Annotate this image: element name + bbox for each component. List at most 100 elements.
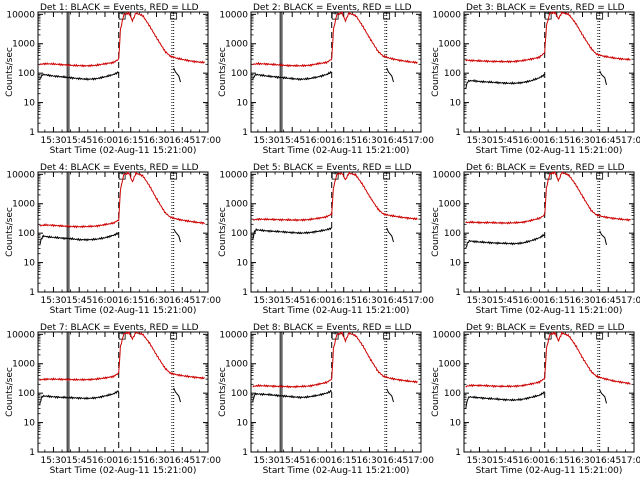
panel-title: Det 6: BLACK = Events, RED = LLD: [466, 163, 625, 173]
series-events: [252, 389, 333, 403]
y-tick-label: 10000: [6, 10, 35, 20]
flag-marker: [383, 12, 391, 20]
y-tick-label: 100: [444, 229, 461, 239]
y-axis-label: Counts/sec: [431, 47, 441, 97]
plot-frame: [37, 171, 209, 293]
y-tick-label: 1: [455, 128, 461, 138]
detector-panel-2: Det 2: BLACK = Events, RED = LLD 1 10 100 10…: [218, 3, 434, 156]
flag-marker: [331, 12, 339, 20]
y-tick-label: 100: [231, 229, 248, 239]
detector-panel-7: Det 7: BLACK = Events, RED = LLD 1 10 100 10…: [5, 323, 221, 476]
y-tick-label: 10000: [432, 10, 461, 20]
y-tick-label: 1000: [225, 40, 248, 50]
x-tick-label: 17:00: [195, 296, 221, 306]
x-tick-label: 15:30: [466, 136, 492, 146]
series-events-tail: [173, 67, 181, 83]
y-tick-label: 10000: [219, 170, 248, 180]
x-tick-label: 16:15: [118, 136, 144, 146]
x-tick-label: 16:45: [382, 136, 408, 146]
flag-marker: [170, 172, 178, 180]
y-tick-label: 100: [444, 69, 461, 79]
series-events: [465, 391, 545, 410]
y-tick-label: 10: [24, 99, 36, 109]
y-tick-label: 10: [237, 99, 249, 109]
detector-panel-4: Det 4: BLACK = Events, RED = LLD 1 10 100 10…: [5, 163, 221, 316]
flag-marker: [383, 172, 391, 180]
y-tick-label: 1000: [438, 360, 461, 370]
panel-title: Det 1: BLACK = Events, RED = LLD: [40, 3, 199, 13]
y-tick-label: 100: [18, 229, 35, 239]
y-tick-label: 1000: [225, 360, 248, 370]
series-events-tail: [173, 387, 181, 403]
x-tick-label: 16:15: [331, 296, 357, 306]
flag-marker: [118, 12, 126, 20]
y-axis-label: Counts/sec: [218, 47, 228, 97]
x-tick-label: 16:30: [144, 136, 170, 146]
plot-frame: [250, 171, 422, 293]
series-events: [252, 70, 332, 82]
x-tick-label: 16:00: [305, 136, 331, 146]
y-tick-label: 10000: [432, 330, 461, 340]
y-tick-label: 100: [444, 389, 461, 399]
y-tick-label: 10: [450, 259, 462, 269]
panel-title: Det 3: BLACK = Events, RED = LLD: [466, 3, 625, 13]
x-axis-label: Start Time (02-Aug-11 15:21:00): [50, 306, 197, 316]
x-tick-label: 15:30: [466, 296, 492, 306]
x-tick-label: 16:15: [331, 456, 357, 466]
panel-title: Det 7: BLACK = Events, RED = LLD: [40, 323, 199, 333]
plot-frame: [250, 11, 422, 133]
y-tick-label: 1000: [12, 360, 35, 370]
panel-title: Det 9: BLACK = Events, RED = LLD: [466, 323, 625, 333]
x-tick-label: 17:00: [195, 456, 221, 466]
y-tick-label: 10000: [432, 170, 461, 180]
detector-panel-6: Det 6: BLACK = Events, RED = LLD 1 10 100 10…: [431, 163, 640, 316]
y-tick-label: 10: [24, 419, 36, 429]
x-tick-label: 15:30: [253, 296, 279, 306]
y-tick-label: 1000: [438, 200, 461, 210]
y-axis-label: Counts/sec: [431, 207, 441, 257]
y-axis-label: Counts/sec: [218, 207, 228, 257]
x-tick-label: 17:00: [408, 456, 434, 466]
x-tick-label: 15:30: [40, 296, 66, 306]
y-tick-label: 10000: [6, 170, 35, 180]
y-axis-label: Counts/sec: [5, 367, 15, 417]
x-tick-label: 15:45: [492, 136, 518, 146]
x-tick-label: 15:30: [466, 456, 492, 466]
x-tick-label: 16:00: [518, 136, 544, 146]
x-tick-label: 16:30: [357, 296, 383, 306]
y-tick-label: 1: [455, 288, 461, 298]
y-tick-label: 10: [237, 259, 249, 269]
flag-marker: [544, 332, 552, 340]
series-events: [39, 71, 120, 81]
panel-title: Det 2: BLACK = Events, RED = LLD: [253, 3, 412, 13]
x-axis-label: Start Time (02-Aug-11 15:21:00): [263, 306, 410, 316]
series-events: [252, 227, 332, 240]
x-tick-label: 16:45: [595, 296, 621, 306]
y-tick-label: 1000: [225, 200, 248, 210]
detector-panel-5: Det 5: BLACK = Events, RED = LLD 1 10 100 10…: [218, 163, 434, 316]
y-tick-label: 1000: [12, 40, 35, 50]
x-tick-label: 15:45: [66, 296, 92, 306]
x-tick-label: 15:30: [40, 136, 66, 146]
y-tick-label: 1: [242, 288, 248, 298]
x-tick-label: 15:45: [279, 296, 305, 306]
x-tick-label: 16:30: [357, 136, 383, 146]
x-tick-label: 16:45: [169, 296, 195, 306]
y-axis-label: Counts/sec: [431, 367, 441, 417]
x-tick-label: 16:00: [305, 456, 331, 466]
series-lld: [465, 330, 631, 389]
flag-marker: [383, 332, 391, 340]
y-tick-label: 10: [450, 419, 462, 429]
x-tick-label: 15:45: [492, 456, 518, 466]
x-tick-label: 16:45: [595, 456, 621, 466]
x-tick-label: 16:45: [382, 296, 408, 306]
detector-panel-9: Det 9: BLACK = Events, RED = LLD 1 10 100 10…: [431, 323, 640, 476]
x-tick-label: 16:00: [92, 456, 118, 466]
y-tick-label: 100: [231, 69, 248, 79]
x-tick-label: 15:45: [492, 296, 518, 306]
series-events: [39, 232, 119, 246]
x-tick-label: 16:30: [144, 456, 170, 466]
y-tick-label: 100: [18, 69, 35, 79]
detector-panel-8: Det 8: BLACK = Events, RED = LLD 1 10 100 10…: [218, 323, 434, 476]
